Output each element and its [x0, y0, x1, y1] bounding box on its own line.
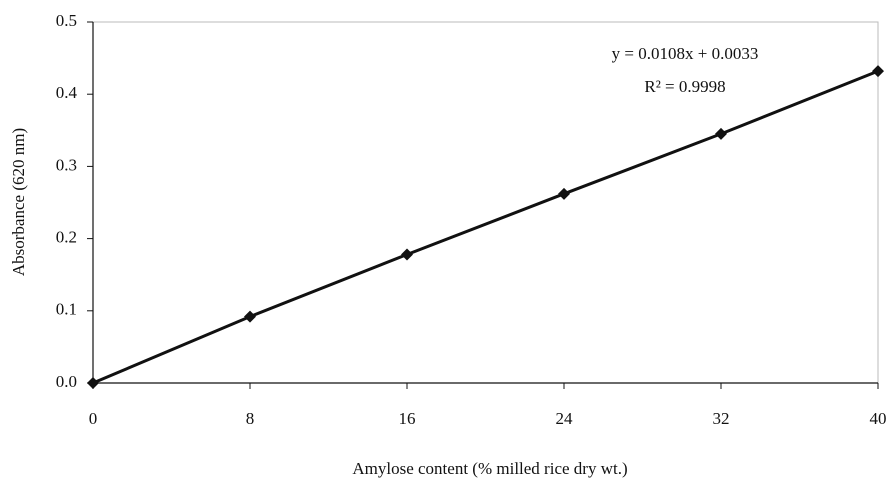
- y-tick-label: 0.0: [56, 372, 77, 391]
- point-marker: [244, 310, 256, 323]
- equation: y = 0.0108x + 0.0033: [612, 44, 759, 63]
- x-tick-label: 24: [556, 409, 574, 428]
- x-tick-label: 16: [399, 409, 416, 428]
- x-tick-label: 40: [870, 409, 887, 428]
- plot-frame: [92, 21, 879, 384]
- point-marker: [87, 377, 99, 389]
- point-marker: [715, 127, 727, 140]
- series-line: [92, 69, 879, 385]
- x-tick-label: 8: [246, 409, 255, 428]
- r-squared: R² = 0.9998: [644, 77, 725, 96]
- y-axis-title: Absorbance (620 nm): [9, 128, 28, 276]
- y-tick-label: 0.4: [56, 83, 78, 102]
- x-axis-title: Amylose content (% milled rice dry wt.): [352, 459, 627, 478]
- y-tick-label: 0.3: [56, 155, 77, 174]
- point-marker: [401, 248, 413, 261]
- y-tick-label: 0.1: [56, 300, 77, 319]
- point-marker: [558, 187, 570, 200]
- point-marker: [872, 65, 884, 78]
- x-tick-label: 32: [713, 409, 730, 428]
- y-tick-label: 0.2: [56, 228, 77, 247]
- x-tick-label: 0: [89, 409, 98, 428]
- y-tick-label: 0.5: [56, 11, 77, 30]
